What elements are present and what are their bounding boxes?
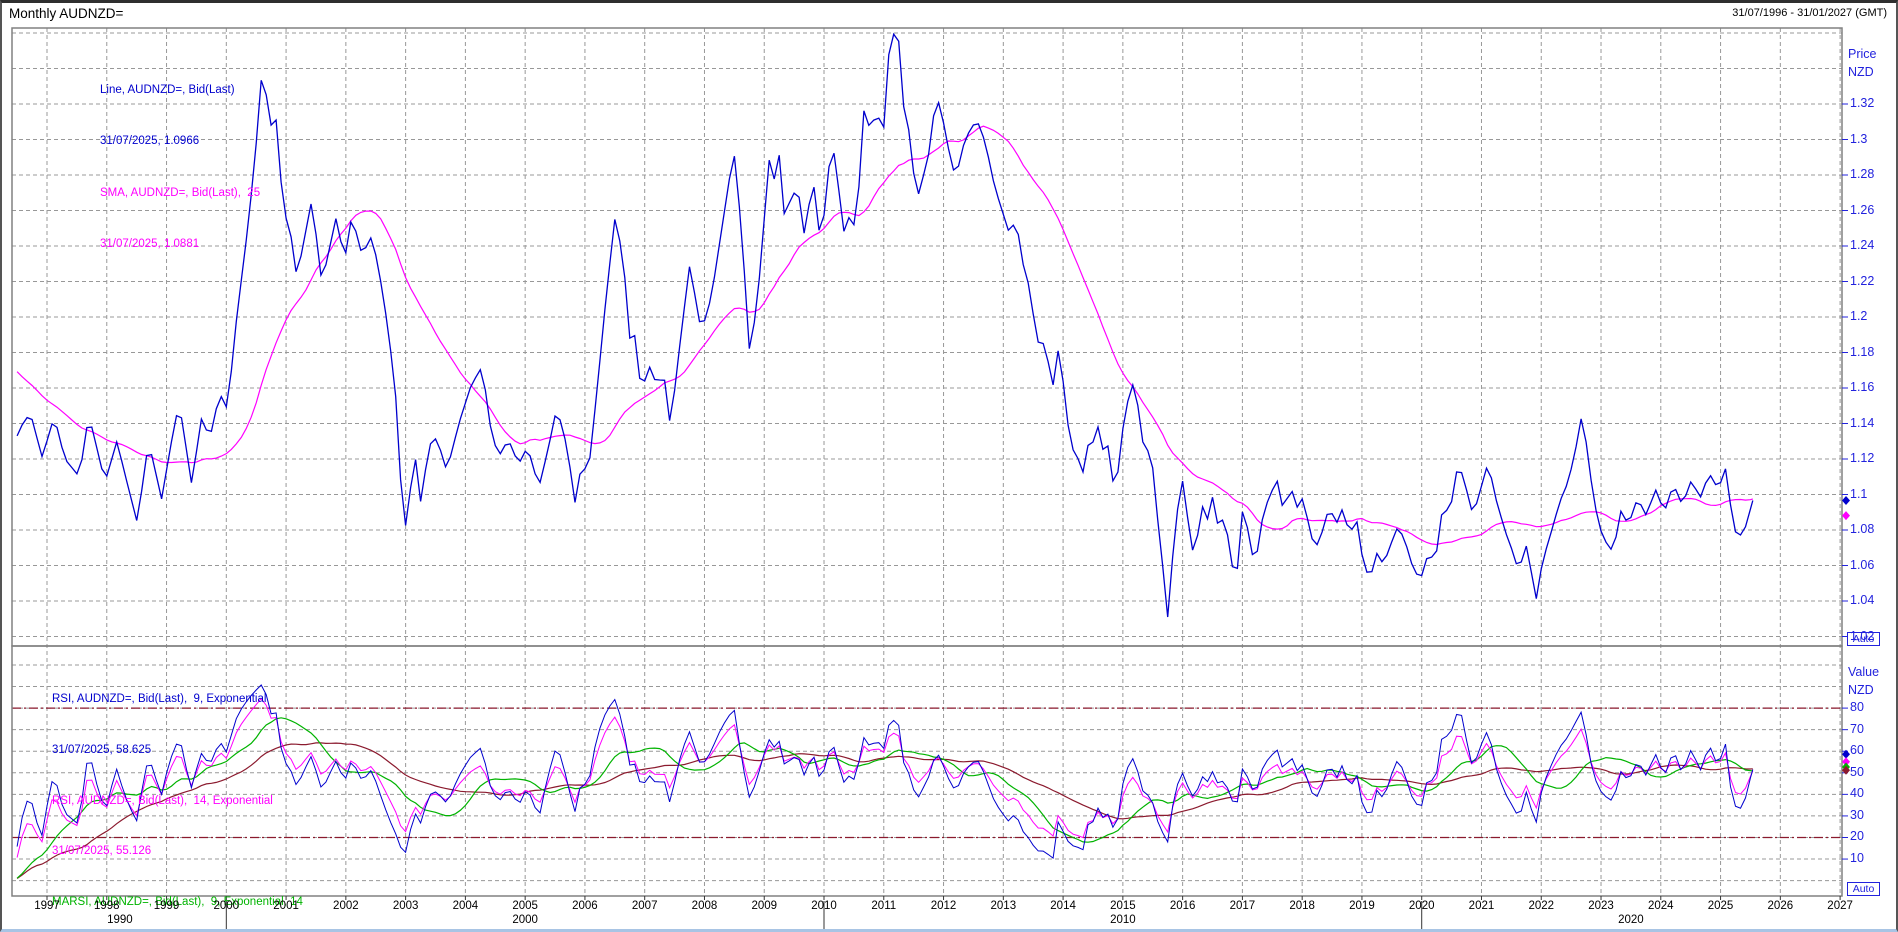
rsi-panel-autoscale-button[interactable]: Auto	[1847, 882, 1880, 896]
year-label-2017: 2017	[1229, 900, 1256, 912]
rsi-threshold-lines	[12, 707, 1842, 839]
year-label-2005: 2005	[512, 900, 538, 912]
year-label-2004: 2004	[452, 900, 479, 912]
year-label-2019: 2019	[1349, 900, 1375, 912]
decade-label-2010: 2010	[1110, 914, 1136, 926]
main-legend-price-value[interactable]: 31/07/2025, 1.0966	[100, 135, 200, 148]
year-label-2020: 2020	[1408, 900, 1435, 912]
year-label-2011: 2011	[871, 900, 897, 912]
value-tick-70: 70	[1850, 721, 1864, 736]
year-label-1998: 1998	[93, 900, 120, 912]
rsi-legend-marsi9-series[interactable]: MARSI, AUDNZD=, Bid(Last), 9, Exponentia…	[52, 896, 303, 909]
value-tick-30: 30	[1850, 807, 1864, 822]
price-tick-1.06: 1.06	[1850, 557, 1875, 572]
price-tick-1.3: 1.3	[1850, 131, 1868, 146]
value-tick-10: 10	[1850, 851, 1864, 866]
last-marsi14-marker	[1842, 765, 1850, 775]
price-tick-1.24: 1.24	[1850, 238, 1875, 252]
year-label-2018: 2018	[1289, 900, 1315, 912]
year-label-2027: 2027	[1827, 900, 1853, 912]
last-sma-marker	[1842, 511, 1850, 521]
price-tick-1.14: 1.14	[1850, 415, 1875, 430]
decade-label-2020: 2020	[1618, 914, 1644, 926]
year-label-2022: 2022	[1528, 900, 1555, 912]
last-rsi14-marker	[1842, 757, 1850, 767]
year-label-2006: 2006	[572, 900, 598, 912]
value-tick-50: 50	[1850, 764, 1864, 779]
value-tick-60: 60	[1850, 743, 1864, 758]
year-label-2002: 2002	[333, 900, 359, 912]
year-label-2007: 2007	[631, 900, 658, 912]
value-axis-title: Value	[1848, 665, 1880, 679]
price-tick-1.16: 1.16	[1850, 380, 1875, 394]
main-legend-price-series[interactable]: Line, AUDNZD=, Bid(Last)	[100, 84, 235, 96]
main-legend-sma-value[interactable]: 31/07/2025, 1.0881	[100, 237, 200, 250]
x-axis-ticks	[46, 896, 1841, 929]
price-tick-1.18: 1.18	[1850, 344, 1875, 359]
price-axis-currency: NZD	[1848, 65, 1874, 79]
year-label-2023: 2023	[1588, 900, 1614, 912]
price-tick-1.22: 1.22	[1850, 273, 1875, 288]
value-tick-80: 80	[1850, 700, 1864, 715]
year-label-2003: 2003	[392, 900, 419, 912]
main-legend-sma-series[interactable]: SMA, AUDNZD=, Bid(Last), 25	[100, 186, 261, 199]
year-label-2024: 2024	[1647, 900, 1674, 912]
value-axis-currency: NZD	[1848, 683, 1874, 697]
chart-plot-area	[11, 27, 1850, 929]
panel-borders	[11, 27, 1843, 897]
rsi-9-line	[16, 684, 1754, 860]
last-rsi9-marker	[1842, 749, 1850, 759]
main-panel-autoscale-button[interactable]: Auto	[1847, 632, 1880, 646]
price-tick-1.2: 1.2	[1850, 309, 1868, 323]
year-label-2021: 2021	[1468, 900, 1495, 912]
price-tick-1.12: 1.12	[1850, 451, 1875, 465]
rsi-legend-rsi9-series[interactable]: RSI, AUDNZD=, Bid(Last), 9, Exponential	[52, 693, 267, 705]
last-price-marker	[1842, 496, 1850, 506]
price-line	[16, 32, 1754, 618]
rsi-legend-rsi14-series[interactable]: RSI, AUDNZD=, Bid(Last), 14, Exponential	[52, 794, 273, 807]
year-label-2013: 2013	[990, 900, 1017, 912]
year-label-2008: 2008	[691, 900, 718, 912]
year-label-2014: 2014	[1050, 900, 1076, 912]
price-tick-1.04: 1.04	[1850, 593, 1875, 607]
date-range-label: 31/07/1996 - 31/01/2027 (GMT)	[1732, 7, 1887, 19]
price-axis-title: Price	[1848, 47, 1877, 61]
year-label-2015: 2015	[1110, 900, 1136, 912]
price-tick-1.1: 1.1	[1850, 486, 1868, 501]
year-label-1997: 1997	[34, 900, 60, 912]
sma-25-line	[16, 125, 1753, 546]
price-tick-1.08: 1.08	[1850, 522, 1875, 536]
year-label-2009: 2009	[751, 900, 778, 912]
value-tick-40: 40	[1850, 786, 1864, 801]
chart-title: Monthly AUDNZD=	[9, 6, 124, 21]
price-tick-1.02: 1.02	[1850, 628, 1875, 643]
price-tick-1.32: 1.32	[1850, 96, 1875, 110]
year-label-2001: 2001	[273, 900, 299, 912]
axis-tick-marks	[1842, 103, 1848, 860]
rsi-14-line	[16, 697, 1754, 858]
price-tick-1.28: 1.28	[1850, 167, 1875, 181]
marsi-9-line	[16, 717, 1753, 879]
decade-label-2000: 2000	[512, 914, 538, 926]
value-tick-20: 20	[1850, 829, 1864, 844]
main-legend: Line, AUDNZD=, Bid(Last) 31/07/2025, 1.0…	[100, 47, 260, 288]
year-label-2012: 2012	[930, 900, 957, 912]
year-label-2010: 2010	[811, 900, 837, 912]
year-label-2026: 2026	[1767, 900, 1794, 912]
year-label-2016: 2016	[1169, 900, 1196, 912]
rsi-legend-rsi14-value[interactable]: 31/07/2025, 55.126	[52, 845, 152, 858]
rsi-legend: RSI, AUDNZD=, Bid(Last), 9, Exponential …	[52, 656, 309, 929]
decade-label-1990: 1990	[107, 914, 133, 926]
rsi-legend-rsi9-value[interactable]: 31/07/2025, 58.625	[52, 743, 152, 756]
year-label-2000: 2000	[213, 900, 240, 912]
price-tick-1.26: 1.26	[1850, 202, 1875, 217]
year-label-2025: 2025	[1707, 900, 1734, 912]
year-label-1999: 1999	[153, 900, 180, 912]
